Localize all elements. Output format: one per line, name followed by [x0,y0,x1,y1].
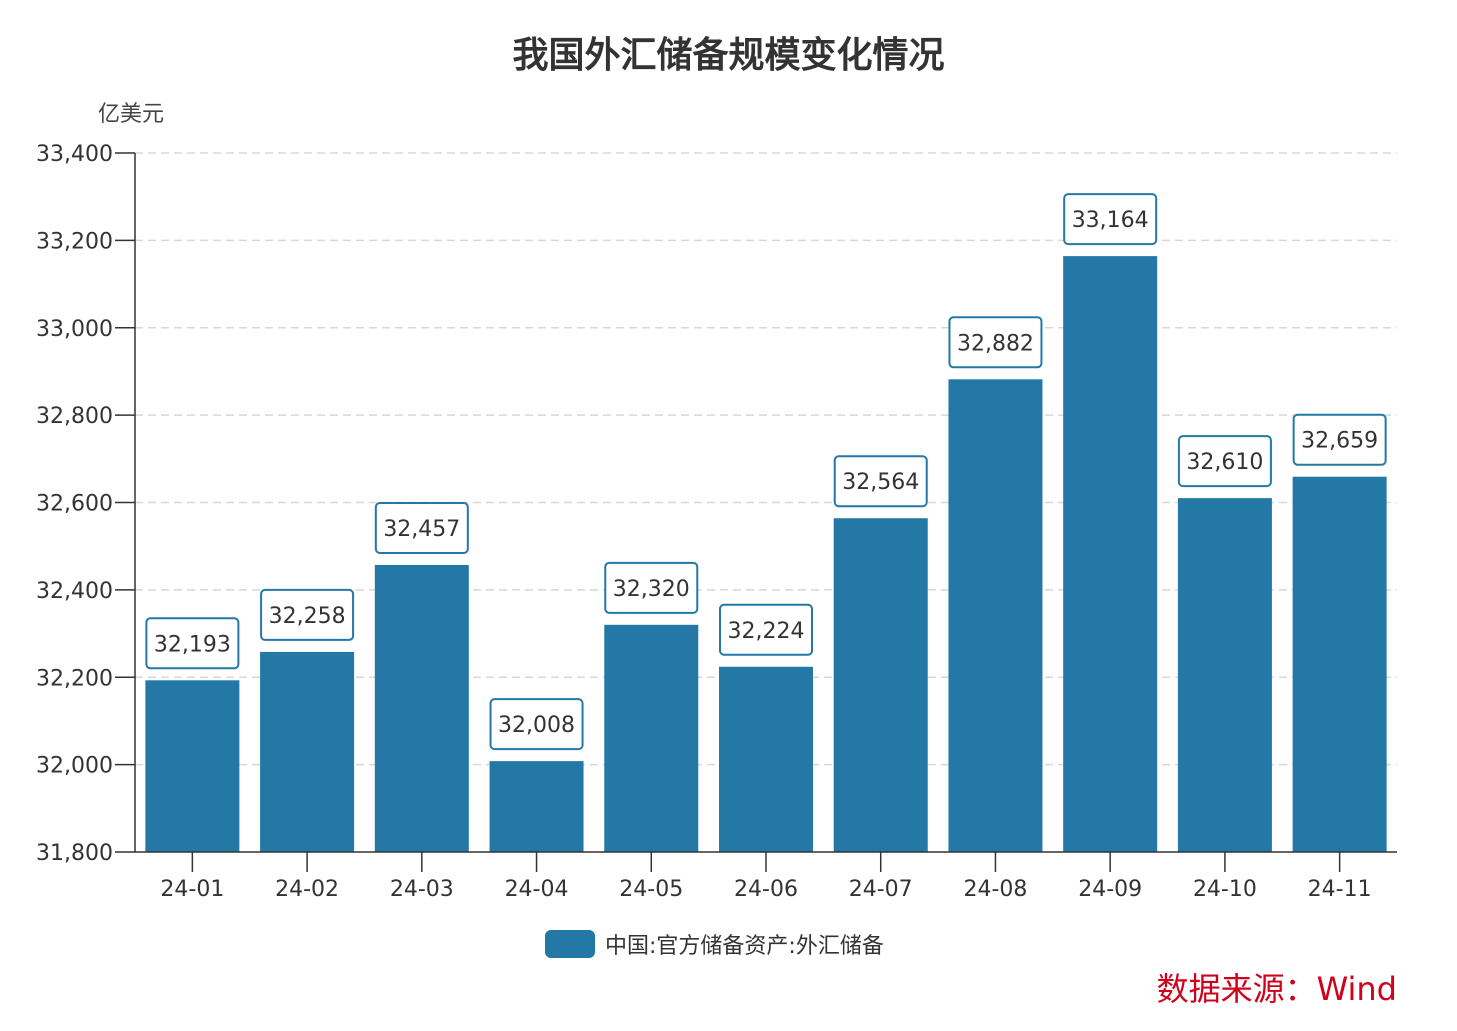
data-label: 32,457 [383,517,460,542]
data-label-box [719,603,813,656]
x-tick-label: 24-05 [619,877,683,902]
data-label-box [374,501,469,554]
bar [1063,256,1158,852]
y-tick-label: 32,200 [36,666,113,691]
data-label-box [1292,413,1387,466]
x-tick-label: 24-11 [1308,877,1372,902]
data-label: 32,882 [957,331,1034,356]
bar [948,379,1043,852]
bar [260,651,355,852]
data-label-box [1063,193,1158,246]
bar [719,666,813,852]
y-tick-label: 32,000 [36,754,113,779]
y-tick-label: 32,400 [36,579,113,604]
bar [604,624,699,852]
data-label-box [489,698,584,751]
bar [833,518,928,852]
bar [1292,476,1387,852]
data-label-box [145,617,240,670]
x-tick-label: 24-10 [1193,877,1257,902]
bar [374,564,469,852]
data-source: 数据来源：Wind [1156,970,1397,1008]
data-label: 32,564 [842,470,919,495]
x-tick-label: 24-02 [275,877,339,902]
data-label: 32,320 [613,577,690,602]
bar [1177,498,1272,852]
x-tick-label: 24-07 [849,877,913,902]
legend-label: 中国:官方储备资产:外汇储备 [605,934,884,959]
data-label-box [260,588,355,641]
y-axis-unit-label: 亿美元 [98,102,165,127]
y-tick-label: 32,800 [36,404,113,429]
data-label: 32,610 [1186,450,1263,475]
x-tick-label: 24-06 [734,877,798,902]
legend-swatch [545,930,595,958]
x-tick-label: 24-08 [963,877,1027,902]
y-tick-label: 32,600 [36,492,113,517]
data-label: 32,258 [269,604,346,629]
chart-title: 我国外汇储备规模变化情况 [512,35,945,76]
y-tick-label: 33,200 [36,229,113,254]
x-tick-label: 24-09 [1078,877,1142,902]
data-label: 32,659 [1301,429,1378,454]
x-tick-label: 24-01 [160,877,224,902]
x-tick-label: 24-03 [390,877,454,902]
data-label-box [604,561,699,614]
data-label-box [948,316,1043,369]
y-tick-label: 31,800 [36,841,113,866]
bar [489,761,584,852]
y-tick-label: 33,400 [36,142,113,167]
data-label-box [833,455,928,508]
data-label: 32,224 [728,619,805,644]
data-label-box [1177,435,1272,488]
bar [145,680,240,852]
legend[interactable]: 中国:官方储备资产:外汇储备 [545,928,884,960]
data-label: 32,193 [154,632,231,657]
x-tick-label: 24-04 [505,877,569,902]
data-label: 32,008 [498,713,575,738]
y-tick-label: 33,000 [36,317,113,342]
data-label: 33,164 [1072,208,1149,233]
